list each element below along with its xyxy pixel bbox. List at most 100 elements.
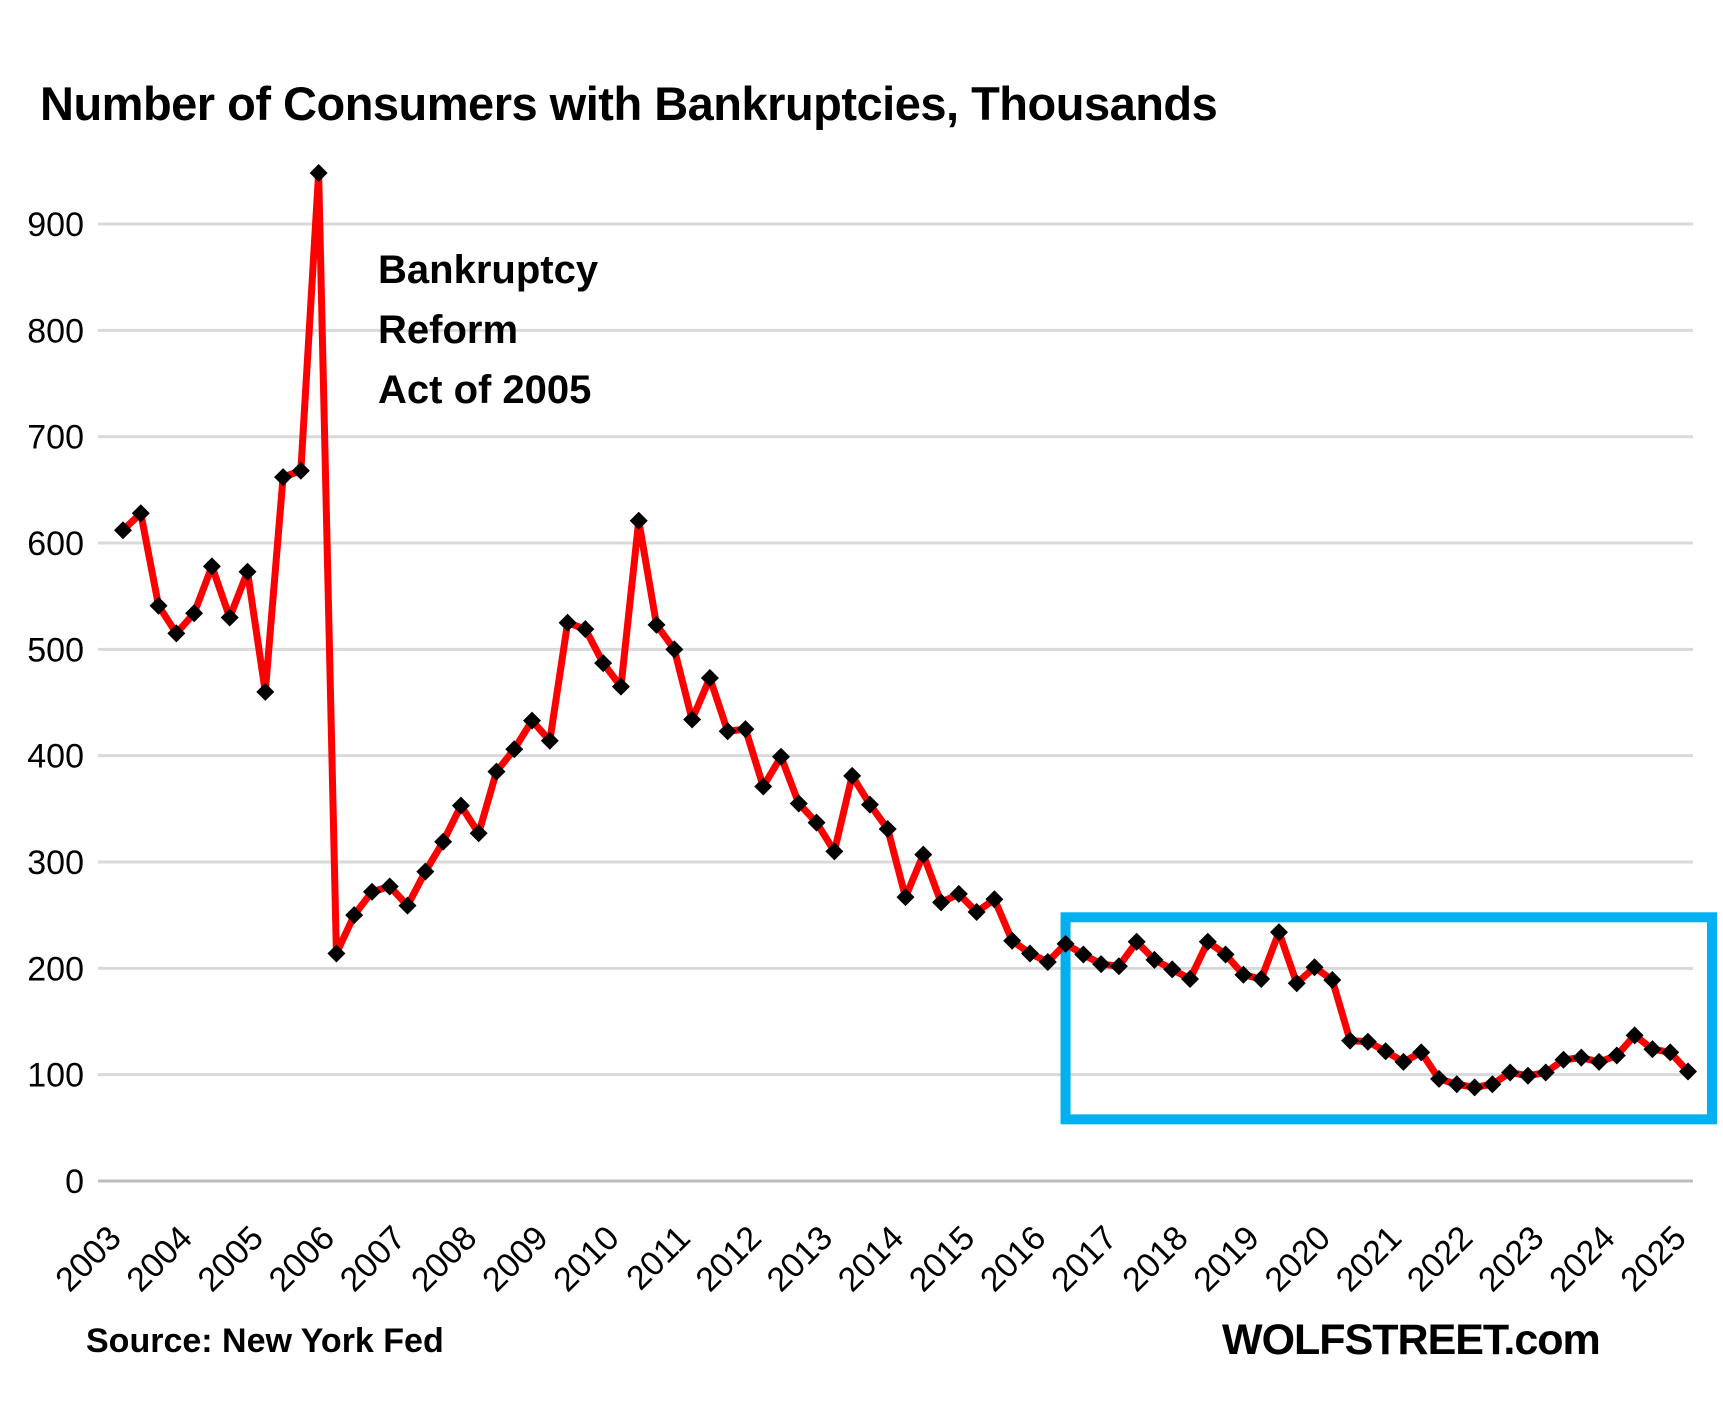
data-point-2006-Q1 (327, 944, 346, 963)
x-tick-label-2006: 2006 (262, 1219, 342, 1299)
data-point-2017-Q1 (1109, 957, 1128, 976)
y-tick-label-200: 200 (27, 950, 84, 988)
data-point-2006-Q2 (345, 906, 364, 925)
data-point-2004-Q3 (220, 608, 239, 627)
data-point-2005-Q4 (309, 163, 328, 182)
x-tick-label-2017: 2017 (1044, 1219, 1124, 1299)
data-point-2007-Q2 (416, 862, 435, 881)
data-point-2009-Q2 (558, 613, 577, 632)
x-tick-label-2011: 2011 (619, 1219, 698, 1298)
data-point-2011-Q3 (718, 722, 737, 741)
x-tick-label-2014: 2014 (831, 1219, 911, 1299)
data-point-2006-Q4 (380, 877, 399, 896)
data-point-2012-Q3 (789, 794, 808, 813)
x-tick-label-2013: 2013 (760, 1219, 840, 1299)
data-point-2015-Q1 (967, 902, 986, 921)
data-point-2024-Q1 (1607, 1046, 1626, 1065)
x-tick-label-2022: 2022 (1400, 1219, 1480, 1299)
data-point-2019-Q3 (1287, 974, 1306, 993)
x-tick-label-2007: 2007 (333, 1219, 413, 1299)
y-tick-label-900: 900 (27, 206, 84, 244)
data-point-2005-Q3 (291, 461, 310, 480)
x-tick-label-2019: 2019 (1186, 1219, 1266, 1299)
data-point-2005-Q1 (256, 682, 275, 701)
data-point-2022-Q1 (1465, 1078, 1484, 1097)
data-point-2003-Q4 (167, 624, 186, 643)
x-tick-label-2012: 2012 (689, 1219, 769, 1299)
data-point-2003-Q3 (149, 596, 168, 615)
x-tick-label-2018: 2018 (1115, 1219, 1195, 1299)
data-point-2007-Q3 (434, 832, 453, 851)
data-point-2024-Q3 (1643, 1040, 1662, 1059)
data-point-2010-Q3 (647, 615, 666, 634)
data-point-2021-Q3 (1430, 1069, 1449, 1088)
data-point-2003-Q1 (114, 521, 132, 540)
data-point-2010-Q2 (629, 511, 648, 530)
y-tick-label-700: 700 (27, 419, 84, 457)
y-tick-label-300: 300 (27, 844, 84, 882)
data-point-2016-Q1 (1038, 952, 1057, 971)
data-point-2021-Q2 (1412, 1043, 1431, 1062)
data-point-2016-Q3 (1074, 945, 1093, 964)
data-point-2022-Q4 (1518, 1066, 1537, 1085)
data-point-2024-Q4 (1661, 1043, 1680, 1062)
annotation-bankruptcy-reform-act: Bankruptcy Reform Act of 2005 (378, 248, 599, 412)
data-point-2004-Q4 (238, 562, 257, 581)
chart-title: Number of Consumers with Bankruptcies, T… (40, 77, 1218, 130)
data-point-2016-Q4 (1092, 955, 1111, 974)
data-point-2020-Q1 (1323, 971, 1342, 990)
y-tick-label-600: 600 (27, 525, 84, 563)
data-point-2013-Q2 (843, 766, 862, 785)
data-point-2010-Q4 (665, 640, 684, 659)
data-point-2014-Q1 (896, 888, 915, 907)
data-point-2015-Q4 (1020, 944, 1039, 963)
data-point-2005-Q2 (274, 468, 293, 487)
brand-wolfstreet: WOLFSTREET.com (1222, 1316, 1601, 1364)
data-point-2025-Q1 (1678, 1062, 1697, 1081)
y-tick-label-400: 400 (27, 738, 84, 776)
data-point-2020-Q2 (1341, 1031, 1360, 1050)
data-point-2014-Q3 (932, 893, 951, 912)
data-point-2023-Q4 (1590, 1052, 1609, 1071)
y-tick-label-800: 800 (27, 312, 84, 350)
data-point-2015-Q2 (985, 890, 1004, 909)
source-note: Source: New York Fed (86, 1322, 444, 1360)
data-point-2008-Q2 (487, 762, 506, 781)
x-tick-label-2005: 2005 (191, 1219, 271, 1299)
data-point-2007-Q1 (398, 896, 417, 915)
data-point-2010-Q1 (611, 677, 630, 696)
data-point-2012-Q2 (772, 747, 791, 766)
data-point-2014-Q2 (914, 845, 933, 864)
data-point-2017-Q2 (1127, 932, 1146, 951)
data-point-2016-Q2 (1056, 934, 1075, 953)
data-point-2021-Q1 (1394, 1052, 1413, 1071)
bankruptcies-line (119, 169, 1692, 1091)
data-point-2020-Q4 (1376, 1042, 1395, 1061)
data-point-2008-Q4 (523, 711, 542, 730)
data-point-2017-Q3 (1145, 950, 1164, 969)
data-point-2023-Q2 (1554, 1050, 1573, 1069)
data-point-2022-Q3 (1501, 1063, 1520, 1082)
data-point-2007-Q4 (451, 796, 470, 815)
data-point-2006-Q3 (362, 882, 381, 901)
data-point-2021-Q4 (1447, 1075, 1466, 1094)
x-tick-label-2025: 2025 (1613, 1219, 1693, 1299)
data-point-2017-Q4 (1163, 960, 1182, 979)
data-point-2019-Q4 (1305, 958, 1324, 977)
x-tick-label-2003: 2003 (48, 1219, 128, 1299)
data-point-2023-Q1 (1536, 1063, 1555, 1082)
x-tick-label-2015: 2015 (902, 1219, 982, 1299)
y-tick-label-0: 0 (65, 1163, 84, 1201)
data-point-2015-Q3 (1003, 931, 1022, 950)
x-tick-label-2010: 2010 (546, 1219, 626, 1299)
x-tick-label-2004: 2004 (119, 1219, 199, 1299)
data-point-2014-Q4 (949, 884, 968, 903)
data-point-2022-Q2 (1483, 1075, 1502, 1094)
data-point-2012-Q1 (754, 777, 773, 796)
data-point-2018-Q2 (1198, 932, 1217, 951)
data-point-2009-Q1 (540, 731, 559, 750)
data-point-2013-Q3 (860, 795, 879, 814)
data-point-2004-Q1 (185, 604, 204, 623)
